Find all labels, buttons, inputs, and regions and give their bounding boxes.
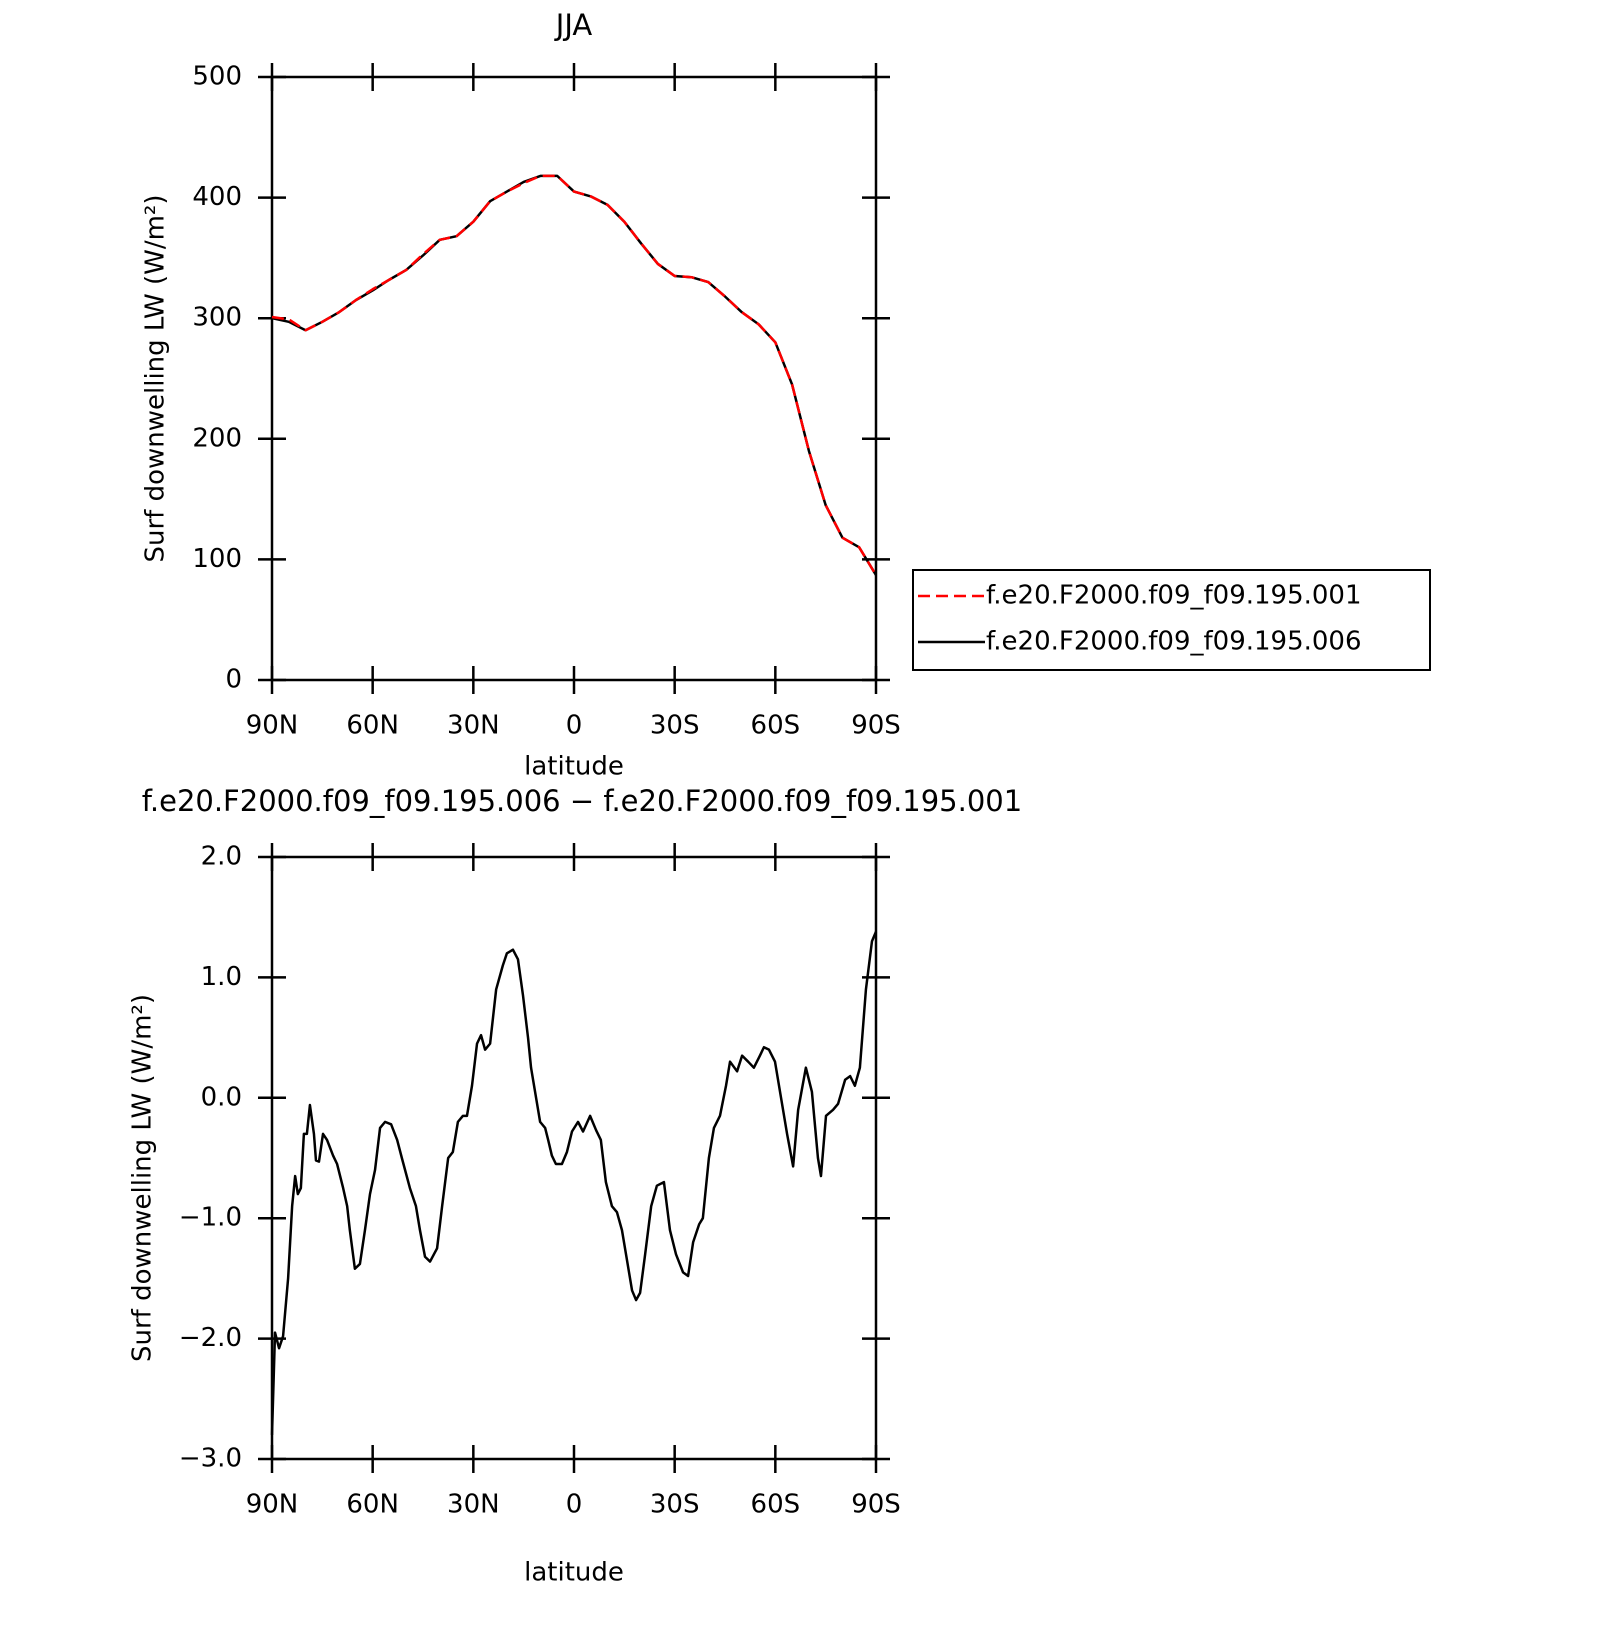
- y-tick-label: 2.0: [201, 842, 242, 872]
- x-tick-label: 90N: [246, 1490, 299, 1520]
- x-tick-label: 60S: [751, 1490, 801, 1520]
- y-tick-label: 1.0: [201, 962, 242, 992]
- y-tick-label: 200: [192, 423, 242, 453]
- y-tick-label: 300: [192, 303, 242, 333]
- legend-label: f.e20.F2000.f09_f09.195.001: [986, 581, 1362, 611]
- x-tick-label: 90S: [851, 711, 901, 741]
- y-tick-label: −1.0: [179, 1203, 242, 1233]
- plot-frame: [270, 855, 878, 1461]
- y-axis-label: Surf downwelling LW (W/m²): [141, 195, 171, 563]
- x-tick-label: 60N: [346, 1490, 399, 1520]
- x-tick-label: 90N: [246, 711, 299, 741]
- x-axis-label: latitude: [524, 752, 624, 782]
- x-tick-label: 30S: [650, 1490, 700, 1520]
- x-tick-label: 30N: [447, 711, 500, 741]
- x-tick-label: 30S: [650, 711, 700, 741]
- y-tick-label: −3.0: [179, 1444, 242, 1474]
- y-tick-label: 400: [192, 182, 242, 212]
- chart-title: f.e20.F2000.f09_f09.195.006 − f.e20.F200…: [142, 784, 1022, 818]
- data-line: [271, 174, 878, 576]
- y-axis-label: Surf downwelling LW (W/m²): [128, 994, 158, 1362]
- y-tick-label: −2.0: [179, 1323, 242, 1353]
- y-tick-label: 0: [225, 665, 242, 695]
- x-tick-label: 60N: [346, 711, 399, 741]
- legend-box: [912, 569, 1431, 671]
- y-tick-label: 500: [192, 62, 242, 92]
- legend-label: f.e20.F2000.f09_f09.195.006: [986, 627, 1362, 657]
- data-line: [271, 174, 878, 576]
- plot-frame: [270, 75, 878, 682]
- x-tick-label: 90S: [851, 1490, 901, 1520]
- x-tick-label: 60S: [751, 711, 801, 741]
- x-axis-label: latitude: [524, 1558, 624, 1588]
- y-tick-label: 0.0: [201, 1082, 242, 1112]
- x-tick-label: 30N: [447, 1490, 500, 1520]
- chart-title: JJA: [554, 8, 593, 42]
- x-tick-label: 0: [566, 1490, 583, 1520]
- y-tick-label: 100: [192, 544, 242, 574]
- data-line: [270, 931, 878, 1435]
- x-tick-label: 0: [566, 711, 583, 741]
